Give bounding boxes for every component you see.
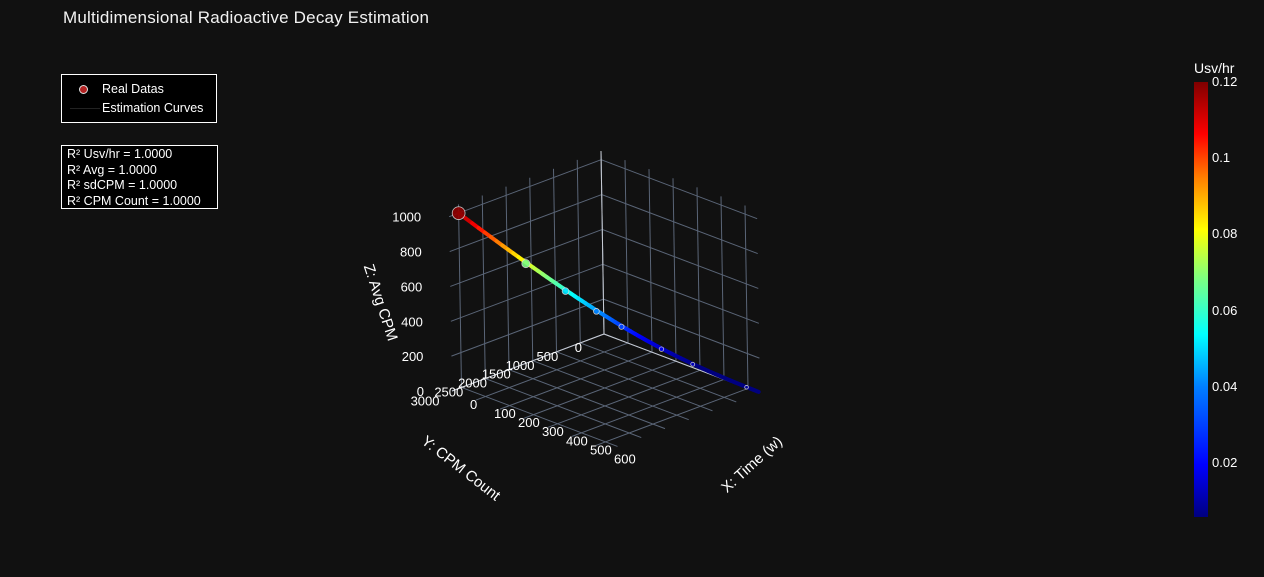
axis-edge (451, 333, 605, 392)
z-tick-label: 0 (417, 384, 424, 399)
legend: Real Datas Estimation Curves (61, 74, 217, 123)
data-point (690, 361, 696, 367)
grid-line (461, 386, 618, 447)
grid-line (475, 342, 629, 401)
grid-line (451, 298, 604, 357)
grid-line (603, 298, 760, 359)
r2-avg-line: R² Avg = 1.0000 (67, 162, 157, 177)
r2-cpm-count-line: R² CPM Count = 1.0000 (67, 193, 201, 208)
z-tick-label: 800 (400, 245, 422, 260)
line-marker-icon (70, 108, 100, 112)
grid-line (449, 194, 602, 253)
grid-line (648, 169, 653, 353)
real-data-points (451, 206, 749, 390)
y-tick-label: 2000 (458, 376, 487, 391)
axis-edge (600, 150, 605, 335)
x-tick-label: 400 (566, 433, 588, 448)
grid-line (481, 195, 486, 379)
z-tick-label: 400 (401, 314, 423, 329)
grid-line (624, 160, 629, 344)
data-point (593, 308, 600, 315)
z-tick-label: 1000 (392, 210, 421, 225)
data-point (561, 287, 570, 295)
x-axis-title: X: Time (w) (718, 433, 786, 496)
circle-marker-icon (79, 85, 88, 94)
x-tick-label: 100 (494, 406, 516, 421)
grid-line (450, 263, 604, 322)
data-point (451, 206, 466, 220)
estimation-curve (456, 211, 761, 394)
grid-line (505, 186, 510, 370)
scene-grid (448, 150, 761, 447)
curve-segment (755, 389, 761, 394)
grid-line (485, 378, 642, 438)
x-tick-label: 600 (614, 451, 636, 466)
x-tick-label: 300 (542, 424, 564, 439)
data-point (744, 385, 749, 390)
grid-line (553, 168, 557, 352)
chart-title: Multidimensional Radioactive Decay Estim… (63, 8, 430, 27)
grid-line (523, 360, 677, 419)
grid-line (744, 205, 749, 389)
grid-line (580, 342, 737, 403)
legend-item-real-datas[interactable]: Real Datas (62, 81, 218, 99)
colorbar-tick: 0.1 (1212, 150, 1231, 165)
legend-label: Estimation Curves (102, 101, 204, 115)
x-tick-label: 500 (590, 442, 612, 457)
r2-stats-box: R² Usv/hr = 1.0000 R² Avg = 1.0000 R² sd… (61, 145, 218, 209)
y-tick-label: 2500 (434, 385, 463, 400)
grid-line (602, 228, 759, 289)
colorbar-gradient (1194, 82, 1208, 517)
grid-line (672, 178, 677, 362)
data-point (521, 259, 531, 269)
colorbar-tick: 0.12 (1212, 74, 1238, 89)
grid-line (595, 387, 749, 446)
y-axis-title: Y: CPM Count (418, 432, 504, 504)
colorbar-tick: 0.06 (1212, 303, 1238, 318)
y-tick-label: 500 (537, 349, 559, 364)
grid-line (532, 360, 689, 421)
grid-line (448, 159, 602, 218)
z-tick-label: 600 (401, 279, 423, 294)
colorbar-title: Usv/hr (1194, 60, 1235, 76)
r2-sdcpm-line: R² sdCPM = 1.0000 (67, 178, 178, 192)
legend-item-estimation-curves[interactable]: Estimation Curves (62, 100, 218, 118)
grid-line (508, 369, 666, 430)
grid-line (547, 369, 701, 428)
y-tick-label: 0 (575, 340, 582, 355)
grid-line (601, 194, 758, 255)
grid-line (600, 159, 758, 220)
grid-line (696, 187, 701, 371)
data-point (618, 323, 625, 330)
y-tick-label: 3000 (411, 393, 440, 408)
colorbar-tick: 0.02 (1212, 455, 1238, 470)
x-tick-label: 200 (518, 415, 540, 430)
z-axis-title: Z: Avg CPM (360, 262, 401, 343)
grid-line (720, 196, 725, 380)
z-tick-label: 200 (402, 349, 424, 364)
legend-label: Real Datas (102, 82, 164, 96)
colorbar-tick: 0.08 (1212, 226, 1238, 241)
grid-line (499, 351, 653, 410)
grid-line (458, 204, 462, 388)
r2-usv-line: R² Usv/hr = 1.0000 (67, 147, 173, 161)
data-point (658, 346, 665, 352)
grid-line (602, 263, 760, 324)
grid-line (556, 351, 713, 412)
y-tick-label: 1500 (482, 367, 511, 382)
x-tick-label: 0 (470, 397, 477, 412)
y-tick-label: 1000 (506, 358, 535, 373)
grid-line (571, 378, 725, 437)
grid-line (529, 177, 534, 361)
colorbar-tick: 0.04 (1212, 379, 1238, 394)
grid-line (450, 228, 603, 287)
grid-line (576, 159, 581, 343)
